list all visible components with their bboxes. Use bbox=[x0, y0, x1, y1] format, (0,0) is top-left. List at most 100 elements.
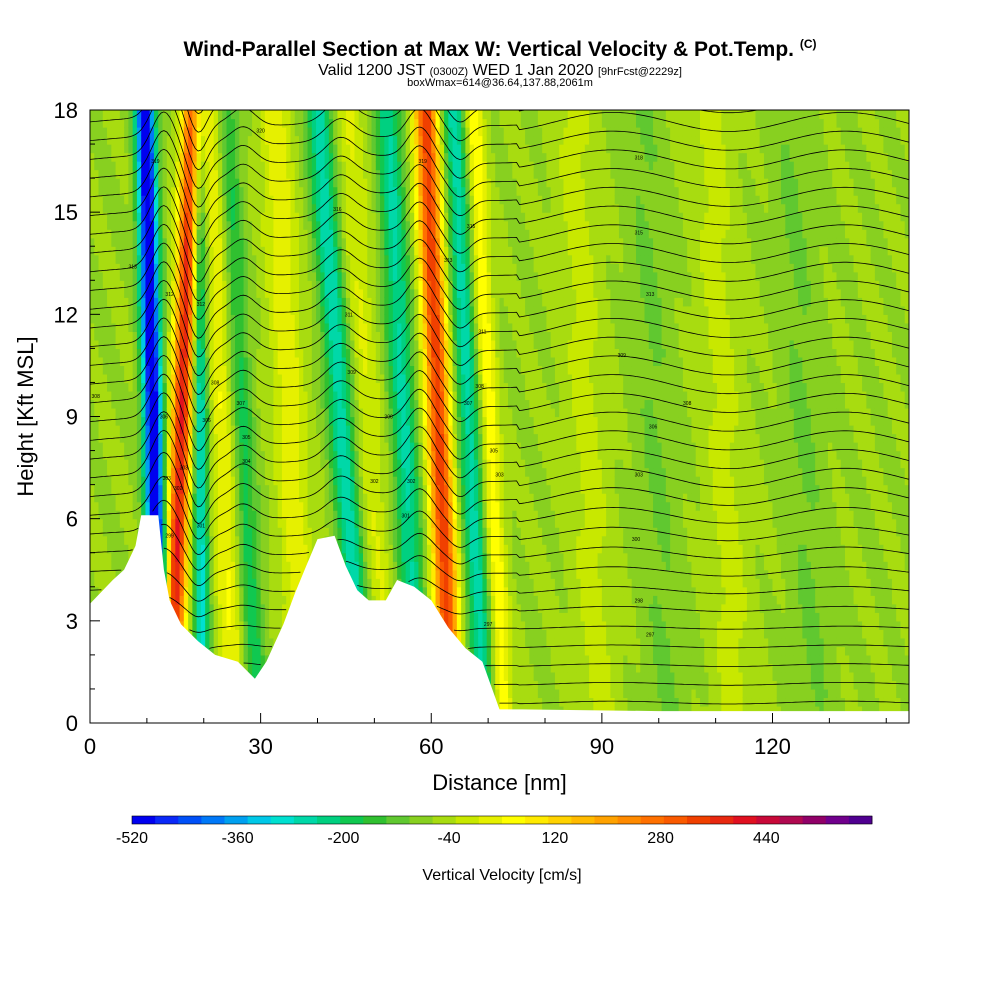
velocity-cell bbox=[120, 502, 125, 511]
velocity-cell bbox=[150, 451, 155, 460]
velocity-cell bbox=[227, 340, 232, 349]
velocity-cell bbox=[376, 255, 381, 264]
velocity-cell bbox=[265, 161, 270, 170]
velocity-cell bbox=[278, 127, 283, 136]
velocity-cell bbox=[316, 365, 321, 374]
velocity-cell bbox=[350, 110, 355, 119]
velocity-cell bbox=[299, 561, 304, 570]
velocity-cell bbox=[150, 340, 155, 349]
velocity-cell bbox=[231, 170, 236, 179]
velocity-cell bbox=[261, 221, 266, 230]
velocity-cell bbox=[107, 527, 112, 536]
velocity-cell bbox=[290, 485, 295, 494]
velocity-cell bbox=[133, 195, 138, 204]
velocity-cell bbox=[184, 578, 189, 587]
velocity-cell bbox=[372, 187, 377, 196]
velocity-cell bbox=[103, 434, 108, 443]
velocity-cell bbox=[290, 425, 295, 434]
velocity-cell bbox=[218, 612, 223, 621]
velocity-cell bbox=[295, 425, 300, 434]
velocity-cell bbox=[337, 195, 342, 204]
velocity-cell bbox=[158, 178, 163, 187]
velocity-cell bbox=[201, 272, 206, 281]
velocity-cell bbox=[222, 621, 227, 630]
velocity-cell bbox=[120, 365, 125, 374]
velocity-cell bbox=[103, 510, 108, 519]
velocity-cell bbox=[145, 306, 150, 315]
velocity-cell bbox=[380, 289, 385, 298]
velocity-cell bbox=[103, 502, 108, 511]
velocity-cell bbox=[372, 263, 377, 272]
velocity-cell bbox=[376, 544, 381, 553]
velocity-cell bbox=[239, 136, 244, 145]
velocity-cell bbox=[197, 289, 202, 298]
velocity-cell bbox=[197, 144, 202, 153]
velocity-cell bbox=[133, 382, 138, 391]
velocity-cell bbox=[376, 331, 381, 340]
velocity-cell bbox=[312, 382, 317, 391]
velocity-cell bbox=[167, 510, 172, 519]
velocity-cell bbox=[273, 493, 278, 502]
velocity-cell bbox=[299, 357, 304, 366]
velocity-cell bbox=[99, 468, 104, 477]
velocity-cell bbox=[320, 476, 325, 485]
velocity-cell bbox=[116, 451, 121, 460]
velocity-cell bbox=[282, 425, 287, 434]
velocity-cell bbox=[308, 442, 313, 451]
velocity-cell bbox=[295, 459, 300, 468]
velocity-cell bbox=[231, 638, 236, 647]
velocity-cell bbox=[239, 646, 244, 655]
velocity-cell bbox=[308, 408, 313, 417]
velocity-cell bbox=[116, 195, 121, 204]
velocity-cell bbox=[346, 544, 351, 553]
velocity-cell bbox=[120, 331, 125, 340]
velocity-cell bbox=[273, 263, 278, 272]
velocity-cell bbox=[308, 502, 313, 511]
velocity-cell bbox=[201, 374, 206, 383]
velocity-cell bbox=[184, 127, 189, 136]
velocity-cell bbox=[337, 476, 342, 485]
velocity-cell bbox=[167, 161, 172, 170]
velocity-cell bbox=[128, 544, 133, 553]
velocity-cell bbox=[320, 323, 325, 332]
velocity-cell bbox=[201, 604, 206, 613]
velocity-cell bbox=[325, 306, 330, 315]
velocity-cell bbox=[94, 306, 99, 315]
velocity-cell bbox=[303, 255, 308, 264]
velocity-cell bbox=[273, 365, 278, 374]
velocity-cell bbox=[107, 314, 112, 323]
velocity-cell bbox=[222, 629, 227, 638]
velocity-cell bbox=[222, 502, 227, 511]
velocity-cell bbox=[299, 229, 304, 238]
velocity-cell bbox=[150, 331, 155, 340]
velocity-cell bbox=[372, 408, 377, 417]
velocity-cell bbox=[192, 485, 197, 494]
velocity-cell bbox=[103, 195, 108, 204]
velocity-cell bbox=[372, 178, 377, 187]
velocity-cell bbox=[312, 459, 317, 468]
velocity-cell bbox=[384, 553, 389, 562]
velocity-cell bbox=[227, 382, 232, 391]
velocity-cell bbox=[312, 195, 317, 204]
velocity-cell bbox=[150, 144, 155, 153]
velocity-cell bbox=[290, 493, 295, 502]
velocity-cell bbox=[205, 238, 210, 247]
velocity-cell bbox=[94, 187, 99, 196]
velocity-cell bbox=[312, 408, 317, 417]
velocity-cell bbox=[137, 357, 142, 366]
velocity-cell bbox=[303, 510, 308, 519]
velocity-cell bbox=[290, 399, 295, 408]
velocity-cell bbox=[337, 485, 342, 494]
velocity-cell bbox=[278, 136, 283, 145]
velocity-cell bbox=[290, 161, 295, 170]
velocity-cell bbox=[184, 612, 189, 621]
velocity-cell bbox=[244, 391, 249, 400]
velocity-cell bbox=[290, 544, 295, 553]
velocity-cell bbox=[120, 425, 125, 434]
velocity-cell bbox=[320, 229, 325, 238]
velocity-cell bbox=[133, 323, 138, 332]
velocity-cell bbox=[265, 570, 270, 579]
velocity-cell bbox=[265, 476, 270, 485]
velocity-cell bbox=[273, 204, 278, 213]
velocity-cell bbox=[214, 391, 219, 400]
